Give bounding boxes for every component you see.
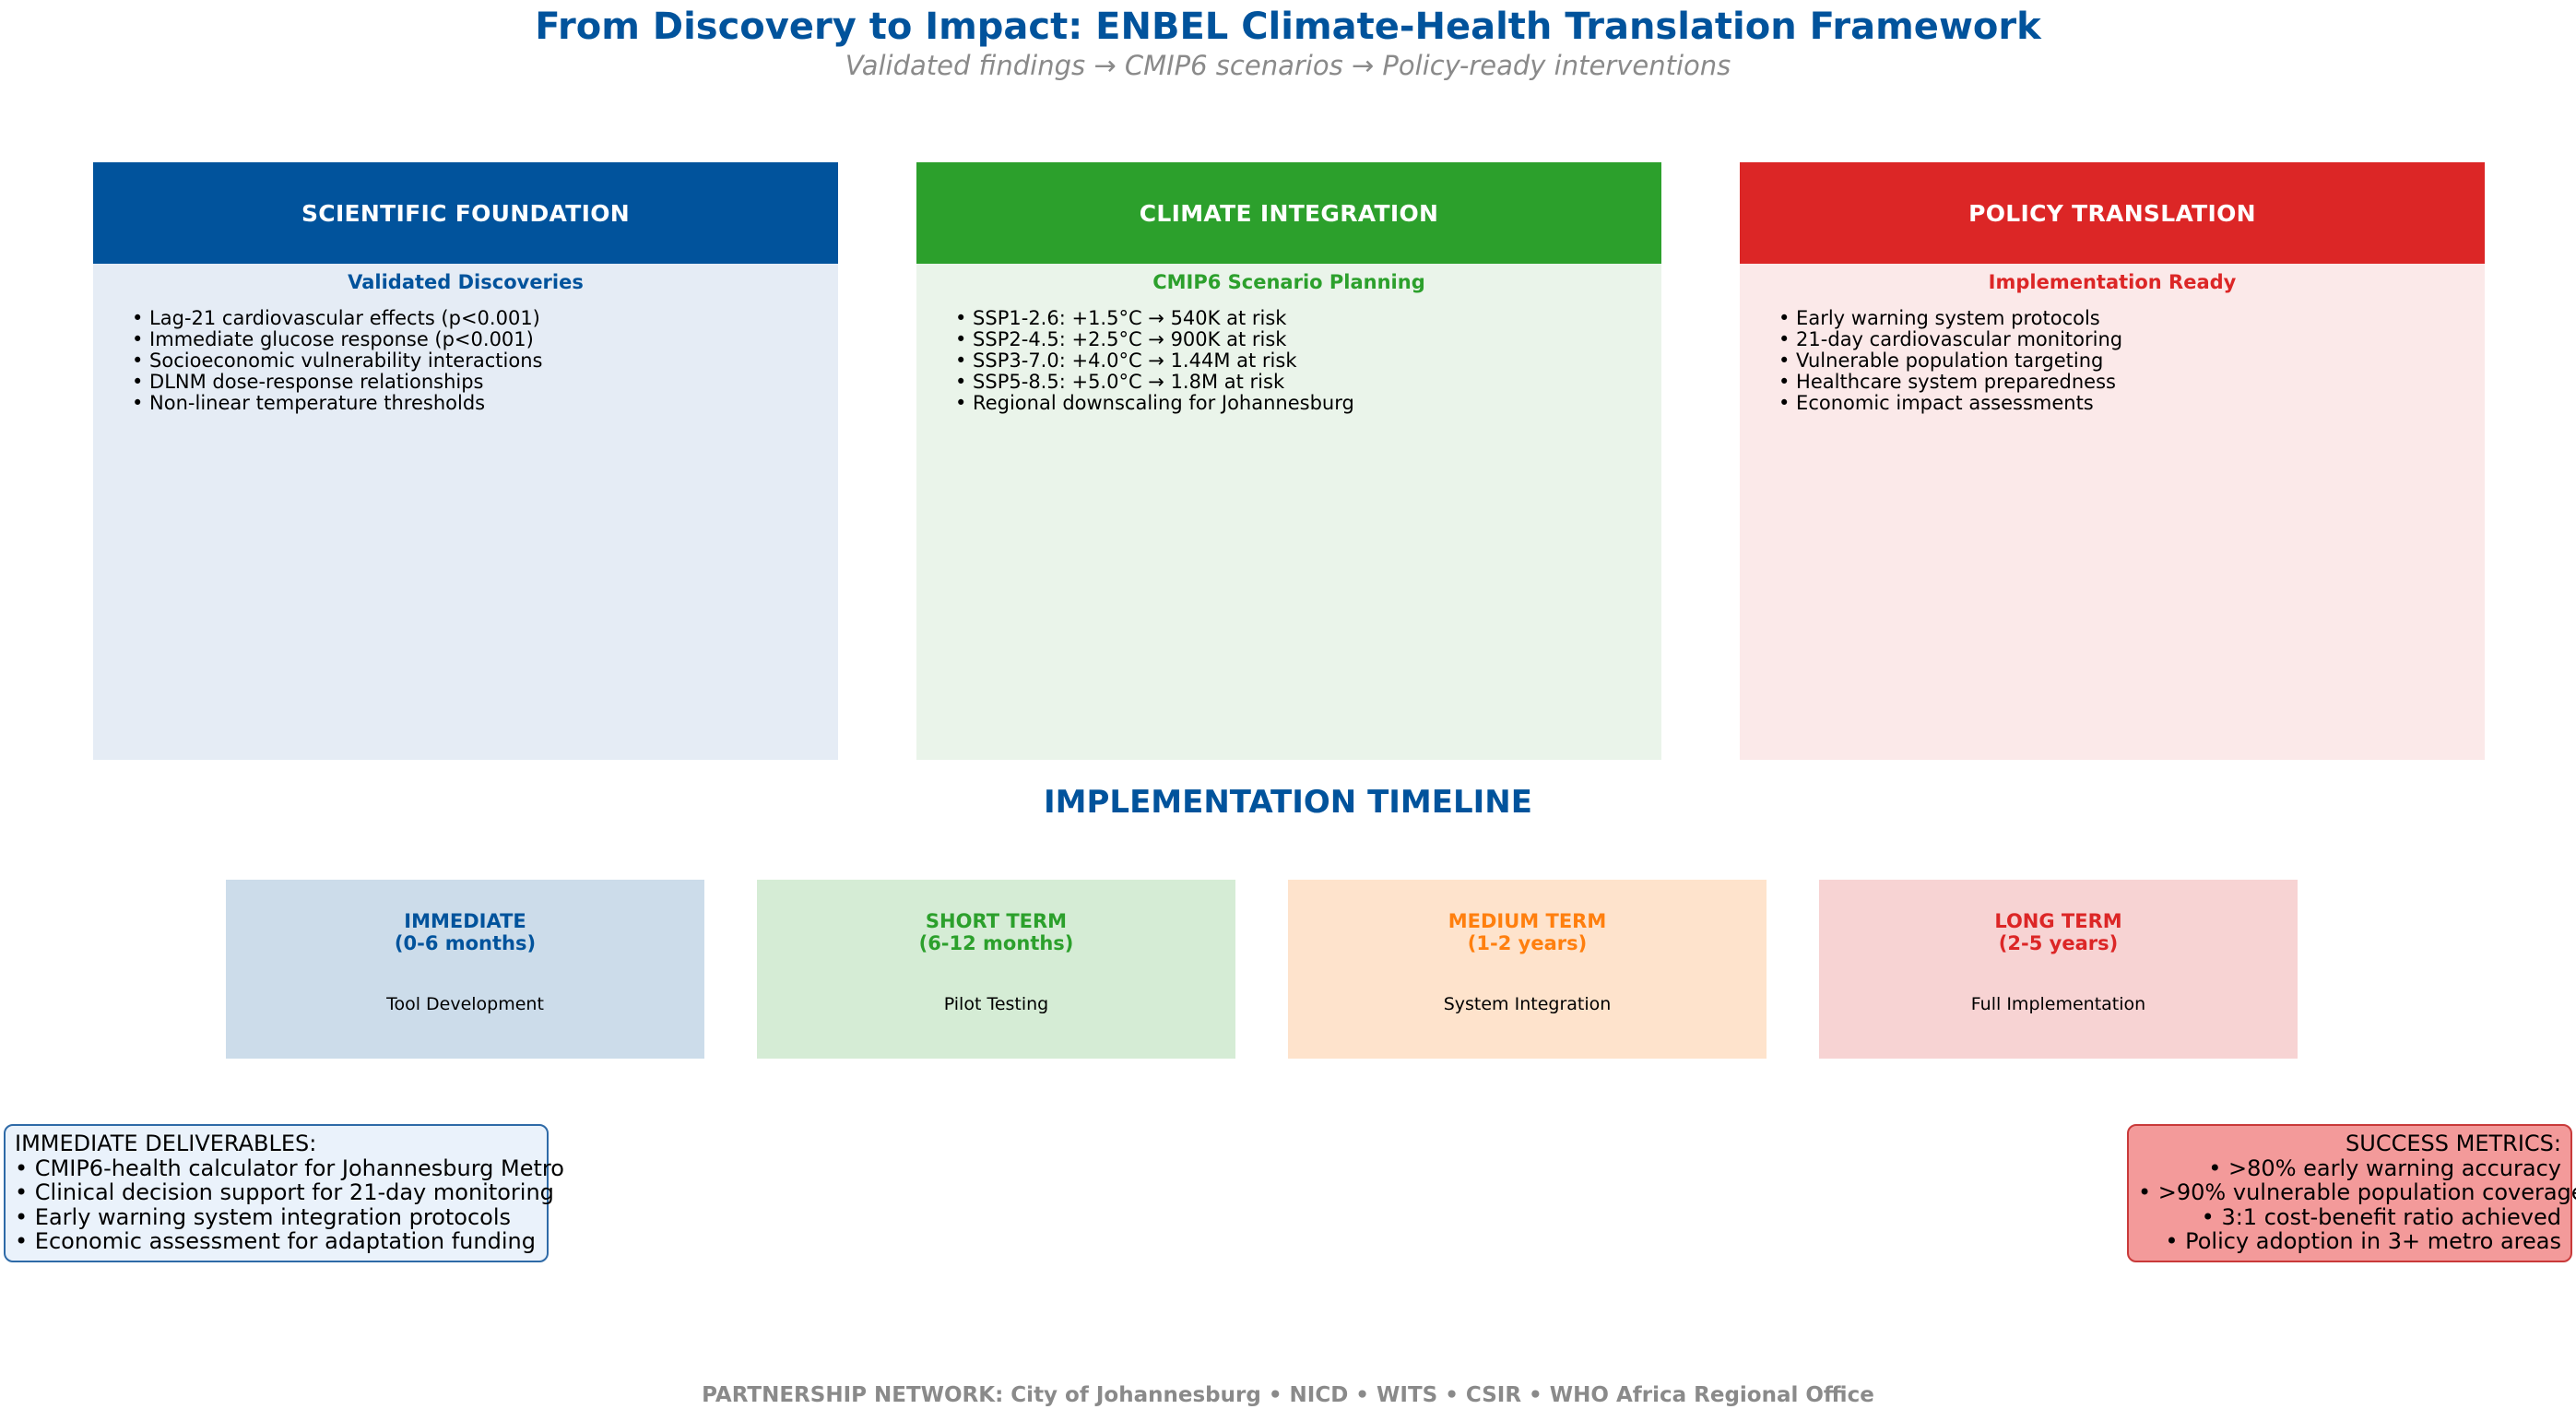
callout-item: • Early warning system integration proto… — [15, 1203, 512, 1230]
callout-item: • CMIP6-health calculator for Johannesbu… — [15, 1155, 564, 1181]
column-subtitle: Validated Discoveries — [348, 271, 584, 293]
column-header: POLICY TRANSLATION — [1740, 162, 2485, 264]
phase-label: SHORT TERM (6-12 months) — [757, 910, 1235, 954]
phase-label: MEDIUM TERM (1-2 years) — [1288, 910, 1767, 954]
callout-item: • 3:1 cost-benefit ratio achieved — [2201, 1203, 2561, 1230]
partnership-footer: PARTNERSHIP NETWORK: City of Johannesbur… — [702, 1383, 1874, 1407]
timeline-phase-medium-term: MEDIUM TERM (1-2 years) System Integrati… — [1288, 880, 1767, 1059]
column-subtitle: Implementation Ready — [1988, 271, 2237, 293]
column-policy-translation: POLICY TRANSLATION Implementation Ready … — [1740, 162, 2485, 760]
phase-label: LONG TERM (2-5 years) — [1819, 910, 2298, 954]
phase-description: System Integration — [1443, 994, 1612, 1014]
phase-period: (2-5 years) — [1998, 932, 2119, 954]
callout-item: • Clinical decision support for 21-day m… — [15, 1179, 554, 1205]
page-title: From Discovery to Impact: ENBEL Climate-… — [535, 6, 2041, 48]
phase-name: LONG TERM — [1994, 910, 2122, 932]
page-subtitle: Validated findings → CMIP6 scenarios → P… — [845, 50, 1731, 81]
column-header: SCIENTIFIC FOUNDATION — [93, 162, 838, 264]
callout-item: • Economic assessment for adaptation fun… — [15, 1228, 536, 1254]
phase-label: IMMEDIATE (0-6 months) — [226, 910, 704, 954]
column-body — [1740, 264, 2485, 760]
list-item: • Vulnerable population targeting — [1778, 349, 2104, 372]
list-item: • Early warning system protocols — [1778, 307, 2100, 329]
column-scientific-foundation: SCIENTIFIC FOUNDATION Validated Discover… — [93, 162, 838, 760]
callout-item: • >90% vulnerable population coverage — [2138, 1179, 2576, 1205]
list-item: • Healthcare system preparedness — [1778, 371, 2116, 393]
list-item: • Non-linear temperature thresholds — [132, 392, 486, 414]
column-list: • Lag-21 cardiovascular effects (p<0.001… — [132, 308, 542, 414]
list-item: • DLNM dose-response relationships — [132, 371, 484, 393]
callout-item: • Policy adoption in 3+ metro areas — [2165, 1228, 2561, 1254]
column-body — [93, 264, 838, 760]
list-item: • SSP1-2.6: +1.5°C → 540K at risk — [955, 307, 1287, 329]
list-item: • Lag-21 cardiovascular effects (p<0.001… — [132, 307, 540, 329]
column-body — [916, 264, 1661, 760]
list-item: • Regional downscaling for Johannesburg — [955, 392, 1354, 414]
list-item: • SSP3-7.0: +4.0°C → 1.44M at risk — [955, 349, 1297, 372]
phase-period: (6-12 months) — [918, 932, 1074, 954]
column-header: CLIMATE INTEGRATION — [916, 162, 1661, 264]
phase-name: IMMEDIATE — [404, 910, 526, 932]
callout-title: IMMEDIATE DELIVERABLES: — [15, 1131, 317, 1156]
phase-period: (0-6 months) — [394, 932, 537, 954]
phase-period: (1-2 years) — [1467, 932, 1588, 954]
phase-name: SHORT TERM — [925, 910, 1068, 932]
callout-title: SUCCESS METRICS: — [2346, 1131, 2561, 1156]
phase-name: MEDIUM TERM — [1448, 910, 1607, 932]
list-item: • SSP5-8.5: +5.0°C → 1.8M at risk — [955, 371, 1285, 393]
list-item: • Immediate glucose response (p<0.001) — [132, 328, 534, 350]
timeline-title: IMPLEMENTATION TIMELINE — [1044, 784, 1532, 821]
list-item: • SSP2-4.5: +2.5°C → 900K at risk — [955, 328, 1287, 350]
list-item: • 21-day cardiovascular monitoring — [1778, 328, 2123, 350]
list-item: • Economic impact assessments — [1778, 392, 2094, 414]
phase-description: Full Implementation — [1970, 994, 2146, 1014]
timeline-phase-long-term: LONG TERM (2-5 years) Full Implementatio… — [1819, 880, 2298, 1059]
success-metrics-callout: SUCCESS METRICS: • >80% early warning ac… — [2127, 1124, 2576, 1262]
phase-description: Pilot Testing — [943, 994, 1049, 1014]
column-list: • Early warning system protocols • 21-da… — [1778, 308, 2122, 414]
timeline-phase-short-term: SHORT TERM (6-12 months) Pilot Testing — [757, 880, 1235, 1059]
column-climate-integration: CLIMATE INTEGRATION CMIP6 Scenario Plann… — [916, 162, 1661, 760]
column-list: • SSP1-2.6: +1.5°C → 540K at risk • SSP2… — [955, 308, 1354, 414]
deliverables-callout: IMMEDIATE DELIVERABLES: • CMIP6-health c… — [4, 1124, 564, 1262]
timeline-phase-immediate: IMMEDIATE (0-6 months) Tool Development — [226, 880, 704, 1059]
list-item: • Socioeconomic vulnerability interactio… — [132, 349, 543, 372]
phase-description: Tool Development — [386, 994, 544, 1014]
callout-item: • >80% early warning accuracy — [2208, 1155, 2561, 1181]
column-subtitle: CMIP6 Scenario Planning — [1152, 271, 1425, 293]
